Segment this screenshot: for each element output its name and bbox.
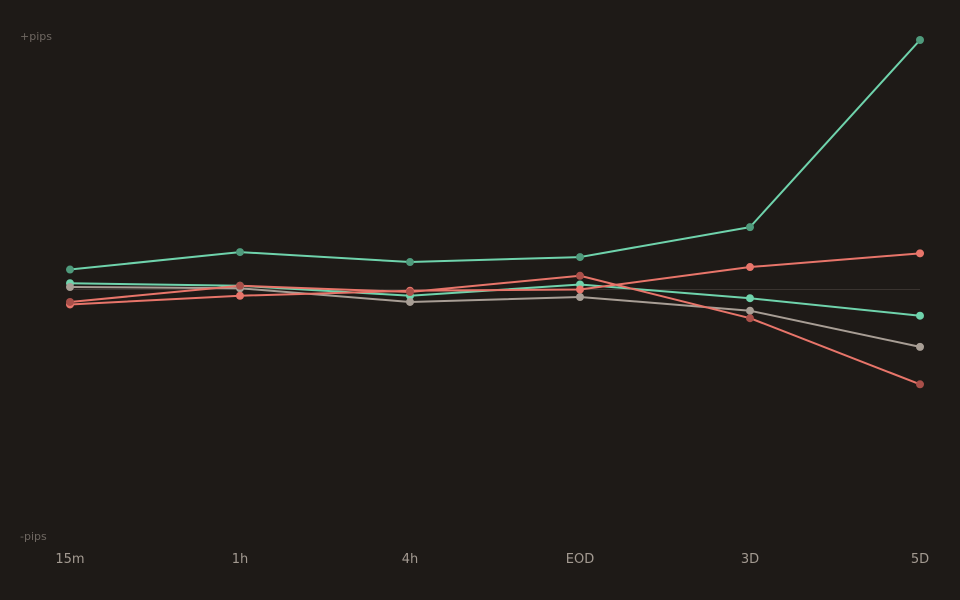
x-tick-label: 1h — [232, 552, 249, 567]
series-line-3 — [69, 286, 921, 348]
series-point-5 — [236, 281, 244, 290]
series-point-3 — [746, 306, 754, 315]
series-line-5 — [69, 274, 921, 386]
series-point-1 — [236, 248, 244, 257]
x-tick-label: EOD — [566, 552, 594, 567]
x-tick-label: 4h — [402, 552, 419, 567]
series-point-4 — [576, 285, 584, 294]
series-point-2 — [916, 311, 924, 320]
series-point-5 — [406, 287, 414, 296]
series-point-5 — [576, 271, 584, 280]
y-axis-top-label: +pips — [20, 30, 52, 43]
series-point-2 — [746, 294, 754, 303]
series-line-1 — [69, 39, 921, 271]
series-point-1 — [576, 253, 584, 262]
series-point-5 — [66, 297, 74, 306]
series-point-3 — [916, 342, 924, 351]
series-point-1 — [916, 36, 924, 44]
x-tick-label: 3D — [741, 552, 759, 567]
series-point-3 — [406, 297, 414, 306]
series-point-1 — [66, 265, 74, 274]
y-axis-bottom-label: -pips — [20, 530, 47, 543]
x-tick-label: 15m — [55, 552, 84, 567]
x-tick-label: 5D — [911, 552, 929, 567]
series-point-4 — [746, 263, 754, 272]
series-point-4 — [236, 291, 244, 300]
series-line-4 — [69, 252, 921, 306]
series-point-3 — [576, 292, 584, 301]
series-point-1 — [746, 223, 754, 232]
series-point-4 — [916, 249, 924, 258]
series-point-1 — [406, 258, 414, 267]
series-point-5 — [916, 380, 924, 389]
series-point-5 — [746, 314, 754, 323]
series-point-3 — [66, 283, 74, 292]
